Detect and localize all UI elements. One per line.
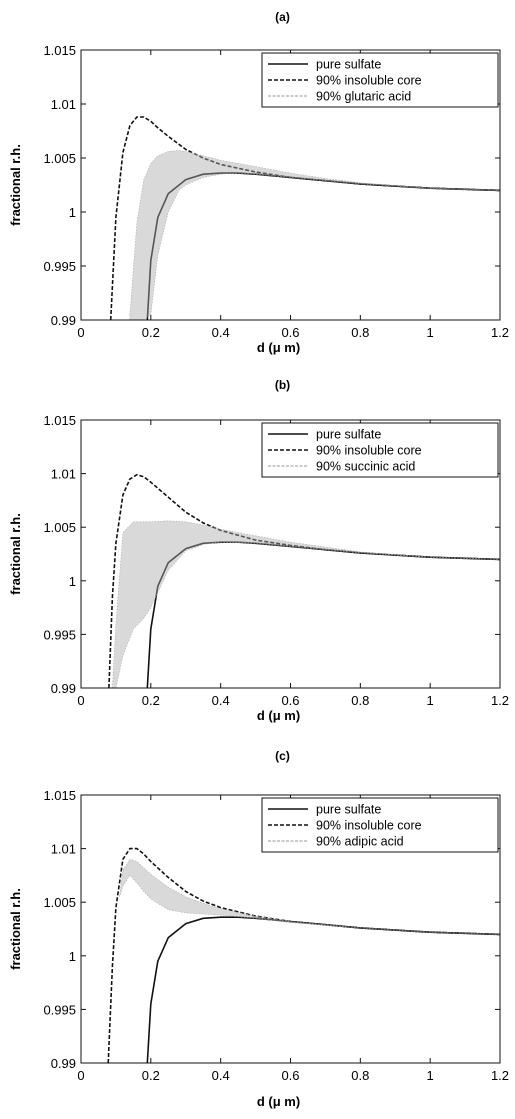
y-tick-label: 0.99	[51, 681, 76, 696]
x-tick-label: 1.2	[491, 1068, 509, 1083]
y-tick-label: 1.015	[43, 413, 76, 428]
y-tick-label: 1.01	[51, 97, 76, 112]
legend-label-90-insoluble-core: 90% insoluble core	[316, 74, 422, 88]
y-tick-label: 0.995	[43, 627, 76, 642]
x-tick-label: 0.6	[281, 325, 299, 340]
x-tick-label: 0.8	[351, 693, 369, 708]
y-tick-label: 0.99	[51, 1056, 76, 1071]
legend-label-90-insoluble-core: 90% insoluble core	[316, 444, 422, 458]
y-tick-label: 1	[69, 205, 76, 220]
x-tick-label: 0.6	[281, 1068, 299, 1083]
series-line-90-insoluble-core	[109, 116, 500, 320]
series-band-90-adipic-acid	[119, 858, 500, 935]
chart-title: (c)	[275, 749, 290, 763]
y-tick-label: 1.005	[43, 151, 76, 166]
x-tick-label: 1	[427, 325, 434, 340]
x-tick-label: 1	[427, 693, 434, 708]
legend-label-pure-sulfate: pure sulfate	[316, 58, 381, 72]
series-line-pure-sulfate	[146, 172, 500, 320]
y-axis-label: fractional r.h.	[8, 888, 23, 970]
y-axis-label: fractional r.h.	[8, 144, 23, 226]
x-tick-label: 0.2	[142, 693, 160, 708]
legend-label-90-succinic-acid: 90% succinic acid	[316, 460, 415, 474]
series-band-90-succinic-acid	[112, 520, 500, 688]
chart-title: (b)	[275, 378, 290, 392]
series-band-90-glutaric-acid	[129, 150, 500, 320]
x-tick-label: 0.6	[281, 693, 299, 708]
x-tick-label: 0.8	[351, 1068, 369, 1083]
y-tick-label: 0.995	[43, 1002, 76, 1017]
y-tick-label: 1.015	[43, 788, 76, 803]
x-tick-label: 0.2	[142, 1068, 160, 1083]
series-line-90-insoluble-core	[108, 473, 500, 688]
plot-data	[107, 847, 500, 1063]
chart-panel-2: (b) 0 0.2 0.4 0.6 0.8 1 1.2 0.99 0.995 1 1.005 1.01 1…	[8, 378, 509, 723]
x-tick-label: 1.2	[491, 325, 509, 340]
legend: pure sulfate 90% insoluble core 90% adipic…	[261, 797, 499, 853]
x-axis-label: d (μ m)	[257, 340, 300, 355]
y-tick-label: 1	[69, 949, 76, 964]
y-tick-label: 1.005	[43, 895, 76, 910]
series-line-90-insoluble-core	[107, 847, 500, 1063]
series-line-pure-sulfate	[146, 541, 500, 688]
x-tick-label: 0.4	[212, 325, 230, 340]
chart-panel-1: (a) 0 0.2 0.4 0.6 0.8 1 1.2 0.99 0.995 1 1.005 1.01 1…	[8, 10, 509, 355]
x-axis-label: d (μ m)	[257, 708, 300, 723]
x-tick-label: 0.4	[212, 1068, 230, 1083]
y-tick-label: 1.01	[51, 467, 76, 482]
x-tick-label: 0.4	[212, 693, 230, 708]
legend-label-90-insoluble-core: 90% insoluble core	[316, 819, 422, 833]
y-tick-label: 1.005	[43, 520, 76, 535]
y-tick-label: 1.015	[43, 43, 76, 58]
x-tick-label: 0	[77, 1068, 84, 1083]
chart-panel-3: (c) 0 0.2 0.4 0.6 0.8 1 1.2 0.99 0.995 1 1.005 1.01 1…	[8, 749, 509, 1109]
x-tick-label: 1	[427, 1068, 434, 1083]
legend: pure sulfate 90% insoluble core 90% glutar…	[261, 52, 499, 108]
x-tick-label: 0.8	[351, 325, 369, 340]
y-tick-label: 0.99	[51, 313, 76, 328]
x-tick-label: 1.2	[491, 693, 509, 708]
x-tick-label: 0.2	[142, 325, 160, 340]
legend-label-90-adipic-acid: 90% adipic acid	[316, 835, 404, 849]
y-tick-label: 0.995	[43, 259, 76, 274]
legend-label-pure-sulfate: pure sulfate	[316, 428, 381, 442]
legend-label-pure-sulfate: pure sulfate	[316, 803, 381, 817]
legend: pure sulfate 90% insoluble core 90% succin…	[261, 422, 499, 478]
x-tick-label: 0	[77, 693, 84, 708]
y-tick-label: 1.01	[51, 842, 76, 857]
chart-title: (a)	[275, 10, 290, 24]
legend-label-90-glutaric-acid: 90% glutaric acid	[316, 90, 411, 104]
legend-box	[261, 52, 499, 108]
x-axis-label: d (μ m)	[257, 1094, 300, 1109]
x-tick-label: 0	[77, 325, 84, 340]
y-axis-label: fractional r.h.	[8, 513, 23, 595]
plot-data	[108, 473, 500, 688]
series-line-pure-sulfate	[146, 916, 500, 1063]
plot-data	[109, 116, 500, 320]
y-tick-label: 1	[69, 574, 76, 589]
